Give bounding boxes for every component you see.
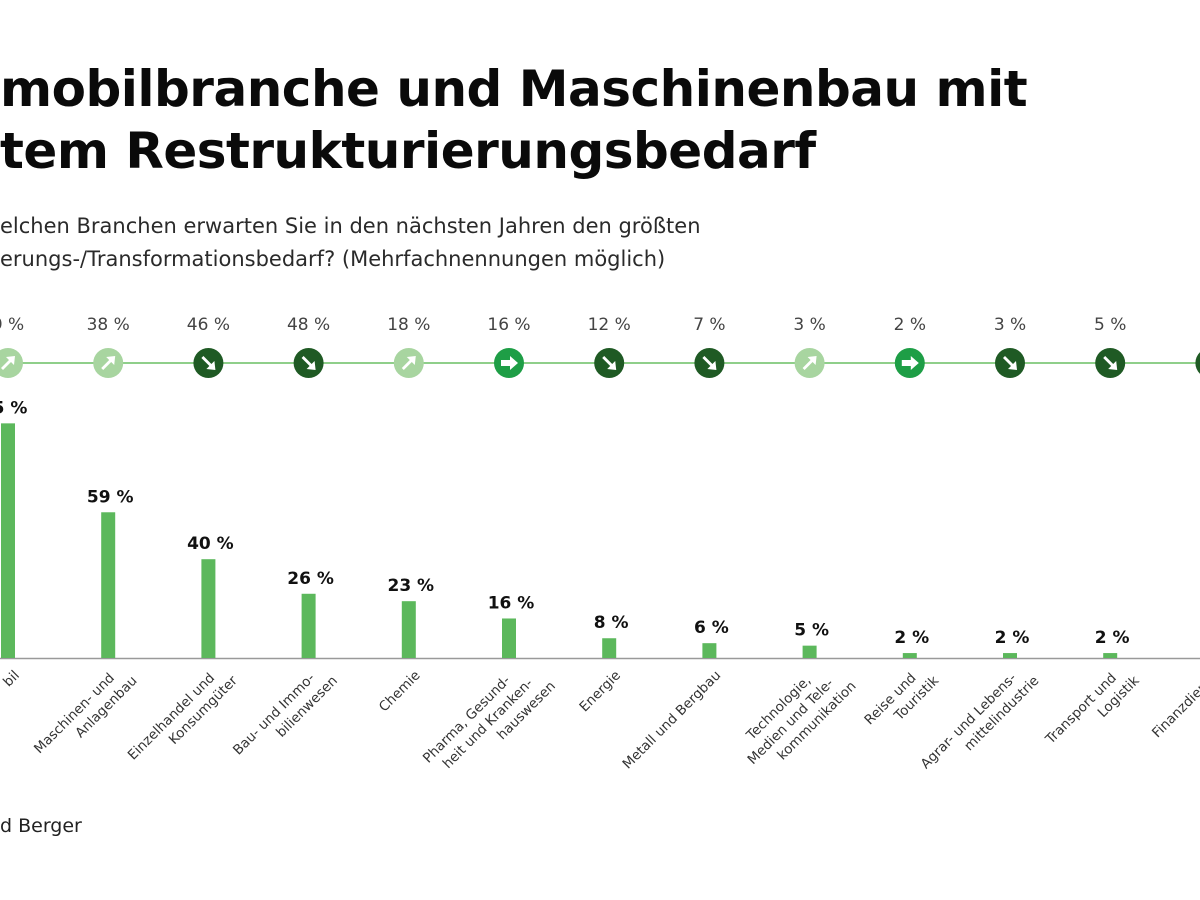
bar [101,512,116,658]
bar [1003,653,1017,658]
category-label: Technologie,Medien und Tele-kommunikatio… [732,653,860,781]
arrow-down-glyph [1103,356,1118,370]
bar [902,653,917,658]
bar [802,645,817,658]
bar-value-label: 59 % [87,487,134,507]
trend-value-label: 7 % [693,315,725,335]
bar [1103,653,1118,658]
title-line-1: mobilbranche und Maschinenbau mit [0,60,1028,118]
arrow-flat-glyph [901,356,919,370]
category-label: Finanzdienstleistu [1149,660,1200,754]
bar-value-label: 2 % [894,628,929,648]
bar-value-label: 16 % [488,593,535,613]
arrow-up-glyph [401,356,416,370]
trend-value-label: 2 % [894,315,926,335]
category-label: Chemie [376,668,424,716]
arrow-up-glyph [101,356,116,370]
title-line-2: tem Restrukturierungsbedarf [0,122,816,180]
subtitle-line-2: erungs-/Transformationsbedarf? (Mehrfach… [0,247,666,271]
chart-subtitle: elchen Branchen erwarten Sie in den näch… [0,210,701,276]
bar [702,643,717,658]
bar-value-label: 5 % [794,621,829,641]
bar [1,423,15,658]
bar-value-label: 5 % [0,398,27,418]
trend-value-label: 18 % [387,315,430,335]
chart-title: mobilbranche und Maschinenbau mit tem Re… [0,58,1028,182]
bar [401,601,416,658]
trend-value-label: 3 % [994,315,1026,335]
bar [201,559,216,658]
trend-value-label: 3 % [793,315,825,335]
arrow-up-glyph [802,356,817,370]
category-label: Transport undLogistik [1042,660,1143,761]
trend-value-label: 5 % [1094,315,1126,335]
category-label: Metall und Bergbau [619,668,724,773]
source-note: d Berger [0,815,82,837]
trend-value-label: 9 % [0,315,24,335]
arrow-down-glyph [301,356,316,370]
category-label: Maschinen- undAnlagenbau [31,660,141,770]
bar-value-label: 2 % [1095,628,1130,648]
arrow-down-glyph [602,356,617,370]
category-label: Bau- und Immo-bilienwesen [230,660,341,771]
bar [301,593,316,658]
bar-value-label: 2 % [995,628,1030,648]
bar-value-label: 6 % [694,618,729,638]
bar-value-label: 8 % [594,613,629,633]
trend-value-label: 16 % [487,315,530,335]
arrow-down-glyph [1003,356,1017,370]
bar [602,638,617,658]
trend-value-label: 48 % [287,315,330,335]
category-label: Pharma, Gesund-heit und Kranken-hauswese… [420,653,559,792]
category-label-line: Energie [576,668,624,716]
arrow-flat-glyph [501,356,518,370]
category-label: Reise undTouristik [861,660,942,741]
subtitle-line-1: elchen Branchen erwarten Sie in den näch… [0,214,701,238]
category-label-line: Metall und Bergbau [619,668,724,773]
category-label-line: Chemie [376,668,424,716]
trend-value-label: 46 % [187,315,230,335]
category-label-line: bil [0,668,23,691]
arrow-down-glyph [702,356,717,370]
trend-value-label: 38 % [87,315,130,335]
category-label: Energie [576,668,624,716]
bar [502,618,516,658]
bar-value-label: 26 % [287,569,334,589]
category-label: bil [0,668,23,691]
trend-up-icon [0,348,23,378]
arrow-down-glyph [201,356,216,370]
bar-value-label: 23 % [387,576,434,596]
category-label-line: Finanzdienst [1149,670,1200,741]
trend-down-icon [1195,352,1200,374]
bar-value-label: 40 % [187,534,234,554]
category-label: Einzelhandel undKonsumgüter [125,660,241,776]
arrow-up-glyph [1,356,15,370]
trend-value-label: 12 % [588,315,631,335]
